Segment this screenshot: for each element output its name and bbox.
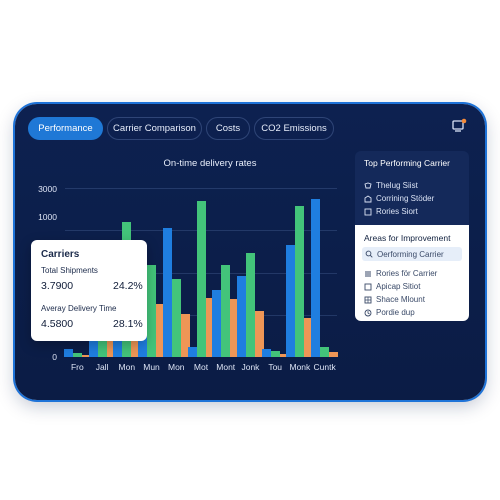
box-icon (364, 208, 372, 215)
improvement-item-label: Apicap Sitiot (376, 282, 421, 291)
y-tick-label: 1000 (38, 212, 57, 222)
card-title: Carriers (41, 249, 80, 260)
carriers-card: Carriers Total Shipments 3.7900 24.2% Av… (31, 240, 147, 341)
search-icon (365, 250, 373, 258)
tab-carrier-comparison[interactable]: Carrier Comparison (107, 117, 202, 140)
delivery-time-change: 28.1% (113, 318, 143, 330)
bar (230, 299, 240, 357)
chart-title: On-time delivery rates (163, 158, 257, 169)
improvement-section: Areas for Improvement Oerforming Carrier… (355, 225, 469, 321)
improvement-item[interactable]: Rories för Carrier (364, 269, 437, 278)
x-tick-label: Monk (289, 362, 311, 372)
improvement-highlight-item[interactable]: Oerforming Carrier (362, 247, 462, 261)
improvement-item[interactable]: Pordie dup (364, 308, 415, 317)
x-tick-label: Mont (216, 362, 236, 372)
bar (63, 349, 73, 357)
bar (270, 351, 280, 357)
bar (205, 297, 215, 357)
improvement-item-label: Rories för Carrier (376, 269, 438, 278)
bar (221, 265, 231, 357)
tab-co2-emissions[interactable]: CO2 Emissions (254, 117, 334, 140)
bar (311, 199, 321, 357)
top-carrier-title: Top Performing Carrier (364, 158, 450, 168)
bar (261, 348, 271, 357)
total-shipments-label: Total Shipments (41, 266, 98, 275)
improvement-item-label: Shace Mlount (376, 295, 425, 304)
bar (180, 314, 190, 357)
x-tick-label: Mon (167, 362, 185, 372)
bar (329, 352, 339, 357)
x-tick-label: Cuntk (313, 362, 336, 372)
top-carrier-item[interactable]: Thelug Siist (364, 181, 418, 190)
bar (254, 310, 264, 357)
x-tick-label: Jall (95, 362, 109, 372)
bar (295, 205, 305, 357)
improvement-item[interactable]: Shace Mlount (364, 295, 425, 304)
bar (279, 353, 289, 357)
list-icon (365, 271, 371, 276)
bar (156, 303, 166, 357)
chart-icon (364, 283, 372, 290)
top-carrier-item-label: Corrining Stöder (376, 194, 435, 203)
export-icon[interactable] (451, 118, 467, 134)
bar (320, 347, 330, 357)
badge-icon (364, 182, 372, 188)
truck-icon (364, 194, 372, 202)
top-performing-section: Top Performing Carrier Thelug Siist Corr… (355, 151, 469, 225)
gridline (65, 188, 337, 189)
tab-costs[interactable]: Costs (206, 117, 250, 140)
improvement-item[interactable]: Apicap Sitiot (364, 282, 420, 291)
bar (72, 353, 82, 357)
total-shipments-value: 3.7900 (41, 280, 74, 292)
bar (147, 264, 157, 357)
bar (171, 279, 181, 357)
x-tick-label: Fro (70, 362, 84, 372)
bar (236, 275, 246, 357)
total-shipments-change: 24.2% (113, 280, 143, 292)
x-tick-label: Mon (118, 362, 136, 372)
y-tick-label: 3000 (38, 184, 57, 194)
bar (245, 253, 255, 357)
delivery-time-label: Averay Delivery Time (41, 304, 117, 313)
dashboard-frame: Performance Carrier Comparison Costs CO2… (15, 104, 485, 400)
bar (81, 355, 91, 357)
improvement-title: Areas for Improvement (364, 233, 451, 243)
grid-icon (364, 296, 372, 303)
bar (162, 227, 172, 357)
bar (196, 201, 206, 357)
top-carrier-item[interactable]: Corrining Stöder (364, 194, 434, 203)
bar (286, 245, 296, 357)
bar (212, 290, 222, 357)
tab-performance[interactable]: Performance (28, 117, 103, 140)
x-tick-label: Jonk (241, 362, 260, 372)
top-carrier-item[interactable]: Rories Siort (364, 207, 418, 216)
delivery-time-value: 4.5800 (41, 318, 74, 330)
clock-icon (364, 309, 372, 316)
carrier-side-panel: Top Performing Carrier Thelug Siist Corr… (355, 151, 469, 321)
bar (304, 318, 314, 357)
improvement-highlight-label: Oerforming Carrier (377, 249, 444, 259)
y-tick-label: 0 (52, 352, 57, 362)
improvement-item-label: Pordie dup (376, 308, 415, 317)
top-carrier-item-label: Thelug Siist (376, 181, 418, 190)
bar (187, 346, 197, 357)
bar (88, 332, 98, 357)
x-tick-label: Mun (143, 362, 160, 372)
top-carrier-item-label: Rories Siort (376, 207, 418, 216)
x-tick-label: Tou (268, 362, 283, 372)
x-tick-label: Mot (193, 362, 209, 372)
